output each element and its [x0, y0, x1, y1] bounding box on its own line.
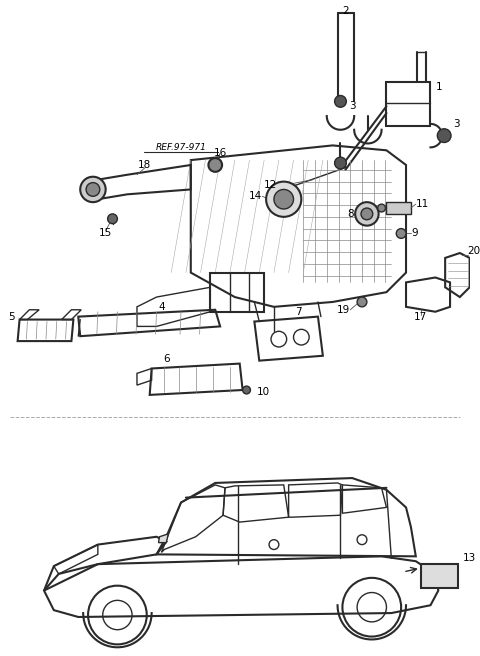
Circle shape — [208, 158, 222, 172]
Circle shape — [274, 190, 293, 209]
Text: REF.97-971: REF.97-971 — [156, 143, 206, 152]
Text: 10: 10 — [256, 387, 269, 397]
Text: 8: 8 — [348, 209, 354, 219]
Text: 1: 1 — [435, 82, 442, 92]
Circle shape — [80, 176, 106, 202]
Text: 16: 16 — [214, 148, 227, 158]
Text: 18: 18 — [138, 160, 151, 170]
Text: 19: 19 — [337, 305, 350, 315]
Text: 11: 11 — [416, 199, 429, 209]
Text: 7: 7 — [295, 307, 302, 317]
Circle shape — [108, 214, 118, 224]
Circle shape — [378, 204, 385, 212]
Text: 17: 17 — [414, 312, 427, 321]
Text: 6: 6 — [163, 354, 169, 363]
Text: 20: 20 — [468, 246, 480, 256]
Circle shape — [361, 208, 373, 220]
FancyBboxPatch shape — [420, 564, 458, 588]
Circle shape — [396, 228, 406, 238]
Text: 3: 3 — [349, 101, 356, 112]
Circle shape — [437, 129, 451, 142]
Text: 13: 13 — [463, 553, 476, 564]
Polygon shape — [158, 534, 168, 543]
Circle shape — [266, 182, 301, 217]
Text: 5: 5 — [8, 312, 15, 321]
Text: 9: 9 — [411, 228, 418, 239]
Text: 15: 15 — [99, 228, 112, 239]
Polygon shape — [386, 202, 411, 214]
Circle shape — [335, 96, 347, 108]
Text: 2: 2 — [342, 7, 348, 16]
Text: 12: 12 — [264, 180, 277, 190]
Text: 4: 4 — [158, 302, 165, 312]
Circle shape — [86, 182, 100, 196]
Circle shape — [355, 202, 379, 226]
Text: 14: 14 — [249, 192, 262, 201]
Circle shape — [357, 297, 367, 307]
Text: 3: 3 — [453, 119, 460, 129]
Circle shape — [242, 386, 251, 394]
Circle shape — [335, 157, 347, 169]
